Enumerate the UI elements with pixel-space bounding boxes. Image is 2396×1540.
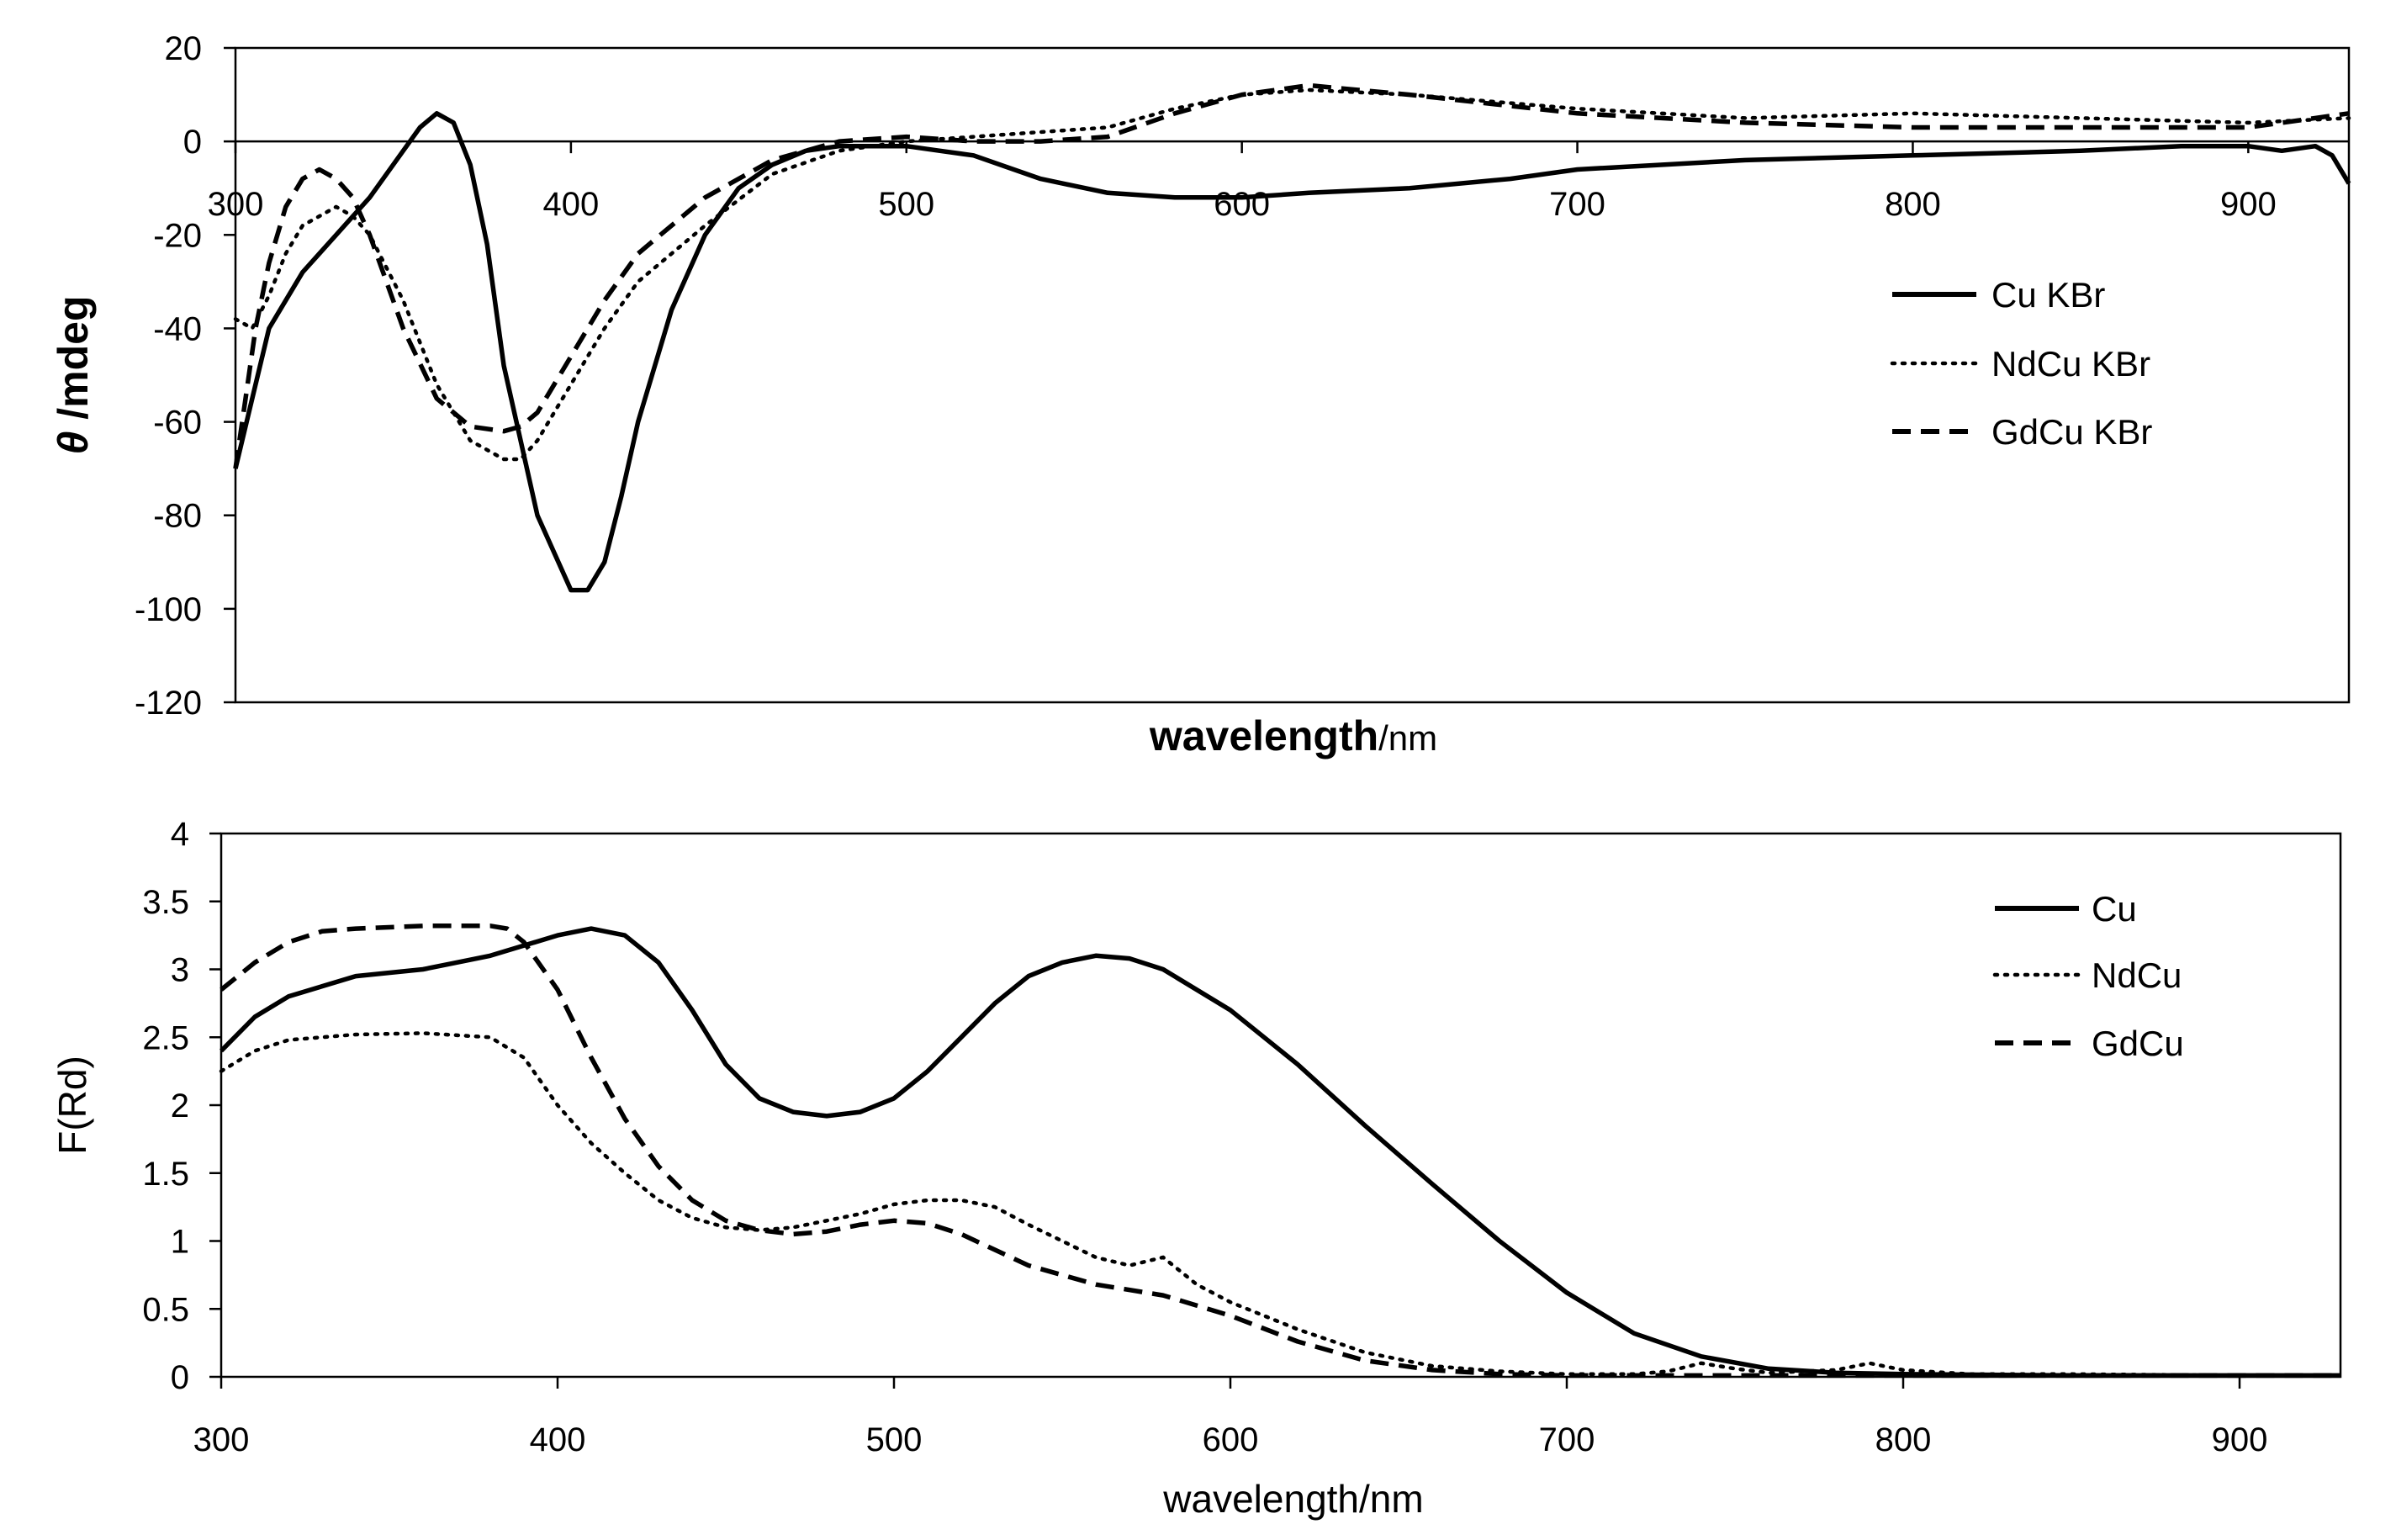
x-tick-label: 800 bbox=[1875, 1421, 1932, 1458]
series-line-ndcu-kbr bbox=[233, 87, 2351, 462]
x-tick-label: 700 bbox=[1539, 1421, 1595, 1458]
y-axis-title: F(Rd) bbox=[50, 1056, 94, 1155]
x-tick-label: 900 bbox=[2220, 186, 2277, 223]
y-tick-label: 2 bbox=[171, 1088, 189, 1125]
x-tick-label: 600 bbox=[1203, 1421, 1259, 1458]
y-tick-label: -80 bbox=[153, 498, 202, 535]
x-tick-label: 400 bbox=[543, 186, 600, 223]
y-tick-label: 0.5 bbox=[142, 1291, 189, 1328]
plot-area-frame bbox=[220, 832, 2342, 1379]
x-tick-label: 500 bbox=[866, 1421, 923, 1458]
y-tick-label: -100 bbox=[135, 591, 202, 628]
plot-area-frame bbox=[234, 46, 2351, 704]
y-tick-label: -60 bbox=[153, 405, 202, 442]
y-tick-label: -20 bbox=[153, 217, 202, 254]
x-tick-label: 300 bbox=[193, 1421, 250, 1458]
y-tick-label: -40 bbox=[153, 310, 202, 347]
y-tick-label: 2.5 bbox=[142, 1019, 189, 1056]
y-tick-label: 3.5 bbox=[142, 884, 189, 921]
y-tick-label: 0 bbox=[183, 124, 202, 161]
y-tick-label: 20 bbox=[165, 30, 203, 67]
legend-label: NdCu bbox=[2092, 955, 2182, 995]
y-tick-label: -120 bbox=[135, 685, 202, 722]
x-axis-title: wavelength/nm bbox=[1149, 712, 1437, 759]
x-tick-label: 700 bbox=[1549, 186, 1605, 223]
x-tick-label: 400 bbox=[530, 1421, 586, 1458]
y-tick-label: 1 bbox=[171, 1224, 189, 1261]
x-axis-title: wavelength/nm bbox=[1162, 1477, 1423, 1521]
x-tick-label: 900 bbox=[2212, 1421, 2268, 1458]
cd-spectrum-chart: 20 0 -20 -40 -60 -80 -100 -120 300 400 500 600 700 80… bbox=[50, 30, 2351, 759]
y-tick-label: 0 bbox=[171, 1359, 189, 1396]
y-tick-label: 4 bbox=[171, 816, 189, 853]
legend-label: Cu KBr bbox=[1991, 275, 2105, 315]
y-tick-label: 3 bbox=[171, 952, 189, 989]
legend-label: NdCu KBr bbox=[1991, 344, 2150, 384]
series-line-gdcu bbox=[220, 923, 2340, 1379]
y-tick-label: 1.5 bbox=[142, 1156, 189, 1193]
legend-label: Cu bbox=[2092, 889, 2137, 929]
x-tick-label: 600 bbox=[1214, 186, 1270, 223]
x-tick-label: 500 bbox=[878, 186, 934, 223]
series-line-gdcu-kbr bbox=[233, 82, 2350, 469]
series-line-cu bbox=[220, 926, 2340, 1379]
series-line-ndcu bbox=[219, 1031, 2343, 1378]
x-tick-label: 300 bbox=[208, 186, 264, 223]
y-axis-title: θ /mdeg bbox=[50, 295, 97, 454]
x-tick-label: 800 bbox=[1885, 186, 1941, 223]
legend-label: GdCu bbox=[2092, 1024, 2184, 1063]
legend-label: GdCu KBr bbox=[1991, 412, 2152, 452]
